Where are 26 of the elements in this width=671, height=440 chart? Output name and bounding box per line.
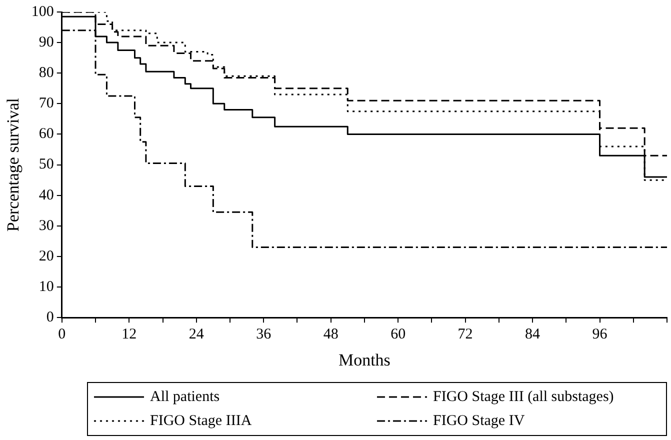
legend-label: FIGO Stage IV — [433, 412, 525, 430]
y-axis-title: Percentage survival — [4, 98, 23, 232]
y-tick-label: 10 — [38, 278, 54, 295]
legend-label: FIGO Stage IIIA — [150, 412, 252, 430]
y-tick-label: 60 — [38, 126, 54, 142]
x-tick-label: 0 — [58, 326, 66, 343]
legend-label: All patients — [150, 388, 220, 406]
x-tick-label: 36 — [256, 326, 272, 343]
x-tick-label: 60 — [390, 326, 406, 343]
y-tick-label: 90 — [38, 34, 54, 50]
x-tick-label: 24 — [188, 326, 204, 343]
y-tick-label: 50 — [38, 156, 54, 173]
x-tick-label: 12 — [122, 326, 137, 343]
x-tick-label: 72 — [458, 326, 473, 343]
y-tick-label: 30 — [38, 218, 54, 234]
y-tick-label: 40 — [38, 187, 54, 204]
x-tick-label: 48 — [323, 326, 338, 343]
x-axis-title: Months — [338, 350, 390, 370]
x-tick-label: 96 — [592, 326, 608, 343]
y-tick-label: 80 — [38, 65, 54, 82]
x-tick-label: 84 — [525, 326, 541, 343]
y-tick-label: 100 — [31, 4, 54, 20]
y-tick-label: 20 — [38, 248, 54, 264]
y-tick-label: 0 — [46, 310, 54, 326]
y-tick-label: 70 — [38, 96, 54, 112]
legend-label: FIGO Stage III (all substages) — [433, 388, 614, 406]
